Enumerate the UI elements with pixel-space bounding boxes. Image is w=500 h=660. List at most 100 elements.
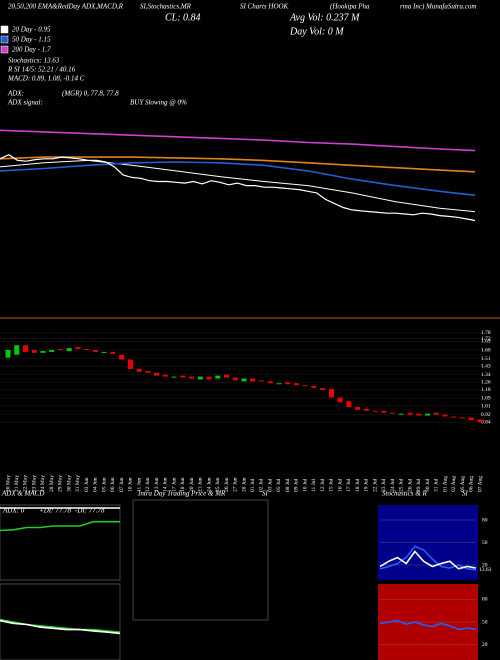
- header-text: (Hookipa Pha: [330, 3, 370, 11]
- y-tick-label: 1.34: [481, 372, 491, 378]
- x-tick-label: 05 Jul: [276, 478, 282, 492]
- candle-body: [372, 410, 378, 412]
- y-tick-label: 20: [482, 562, 488, 568]
- candle-body: [206, 376, 212, 380]
- candle-body: [180, 375, 186, 378]
- x-tick-label: 06 Aug: [469, 476, 475, 492]
- x-tick-label: 23 Jul: [381, 478, 387, 492]
- x-tick-label: 11 Jun: [136, 477, 142, 492]
- x-tick-label: 12 Jul: [320, 478, 326, 492]
- candle-body: [267, 381, 273, 384]
- y-tick-label: 1.69: [481, 339, 491, 345]
- value-label: 13.63: [479, 567, 492, 573]
- y-tick-label: 80: [482, 517, 488, 523]
- x-tick-label: 25 Jul: [399, 478, 405, 492]
- series-line: [0, 156, 476, 173]
- x-tick-label: 01 Aug: [442, 476, 448, 492]
- candle-body: [119, 354, 125, 360]
- candle-body: [171, 376, 177, 378]
- x-tick-label: 02 Aug: [451, 476, 457, 492]
- x-tick-label: 05 Jun: [101, 477, 107, 492]
- candle-body: [66, 348, 72, 351]
- candle-body: [451, 416, 457, 418]
- x-tick-label: 18 Jul: [355, 478, 361, 492]
- x-tick-label: 03 Jun: [84, 477, 90, 492]
- candle-body: [162, 374, 168, 377]
- legend-swatch: [0, 35, 9, 44]
- x-tick-label: 24 Jul: [390, 478, 396, 492]
- series-line: [0, 161, 476, 197]
- x-tick-label: 22 Jul: [372, 478, 378, 492]
- candle-body: [136, 369, 142, 372]
- x-tick-label: 16 Jul: [337, 478, 343, 492]
- x-tick-label: 30 Jul: [425, 478, 431, 492]
- x-tick-label: 04 Jun: [93, 477, 99, 492]
- x-tick-label: 24 May: [40, 475, 46, 492]
- x-tick-label: 07 Aug: [477, 476, 483, 492]
- x-tick-label: 24 Jun: [206, 477, 212, 492]
- y-tick-label: 1.78: [481, 330, 491, 336]
- x-tick-label: 18 Jun: [180, 477, 186, 492]
- candle-body: [381, 410, 387, 413]
- candle-body: [398, 413, 404, 415]
- close-price: CL: 0.84: [165, 12, 201, 23]
- header-text: 20,50,200 EMA&RedDay ADX,MACD,R: [8, 3, 124, 11]
- candle-body: [425, 413, 431, 416]
- x-tick-label: 13 Jun: [154, 477, 160, 492]
- candle-body: [250, 378, 256, 382]
- y-tick-label: 80: [482, 596, 488, 602]
- candle-body: [442, 414, 448, 417]
- x-tick-label: 29 Jul: [416, 478, 422, 492]
- candle-body: [328, 388, 334, 398]
- x-tick-label: 27 Jun: [233, 477, 239, 492]
- legend-label: 20 Day - 0.95: [12, 26, 51, 34]
- indicator-text: (MGR) 0, 77.8, 77.8: [62, 90, 119, 98]
- candle-body: [224, 374, 230, 378]
- candle-body: [433, 412, 439, 415]
- legend-swatch: [0, 45, 9, 54]
- series-line: [379, 550, 477, 570]
- x-tick-label: 02 Jul: [259, 478, 265, 492]
- candle-body: [258, 380, 264, 382]
- candle-body: [390, 412, 396, 414]
- candle-body: [49, 350, 55, 352]
- x-tick-label: 19 Jul: [364, 478, 370, 492]
- x-tick-label: 10 Jun: [128, 477, 134, 492]
- panel-title: Intra Day Trading Price & MR: [137, 490, 226, 498]
- candle-body: [363, 408, 369, 411]
- x-tick-label: 14 Jun: [163, 477, 169, 492]
- x-tick-label: 25 Jun: [215, 477, 221, 492]
- candle-body: [14, 345, 20, 355]
- x-tick-label: 21 May: [14, 475, 20, 492]
- y-tick-label: 0.92: [481, 412, 491, 418]
- x-tick-label: 22 May: [23, 475, 29, 492]
- x-tick-label: 17 Jul: [346, 478, 352, 492]
- y-tick-label: 1.51: [481, 356, 491, 362]
- header-text: SI,Stochastics,MR: [140, 3, 192, 11]
- x-tick-label: 31 Jul: [434, 478, 440, 492]
- candle-body: [285, 382, 291, 385]
- x-tick-label: 12 Jun: [145, 477, 151, 492]
- candle-body: [276, 383, 282, 385]
- x-tick-label: 20 May: [5, 475, 11, 492]
- indicator-text: Stochastics: 13.63: [8, 57, 60, 65]
- candle-body: [346, 401, 352, 407]
- candle-body: [5, 350, 11, 358]
- avg-volume: Avg Vol: 0.237 M: [289, 12, 360, 23]
- legend-label: 200 Day - 1.7: [12, 46, 51, 54]
- candle-body: [460, 417, 466, 419]
- y-tick-label: 1.26: [481, 380, 491, 386]
- x-tick-label: 31 May: [75, 475, 81, 492]
- candle-body: [241, 378, 247, 382]
- series-line: [0, 619, 121, 635]
- indicator-text: ADX:: [7, 90, 24, 98]
- panel-title: Stochastics & R: [382, 490, 427, 498]
- y-tick-label: 1.60: [481, 347, 491, 353]
- candle-body: [22, 345, 28, 352]
- candle-body: [355, 407, 361, 410]
- candle-body: [101, 351, 107, 353]
- x-tick-label: 11 Jul: [311, 478, 317, 492]
- candle-body: [57, 349, 63, 351]
- candle-body: [468, 417, 474, 421]
- candle-body: [311, 386, 317, 388]
